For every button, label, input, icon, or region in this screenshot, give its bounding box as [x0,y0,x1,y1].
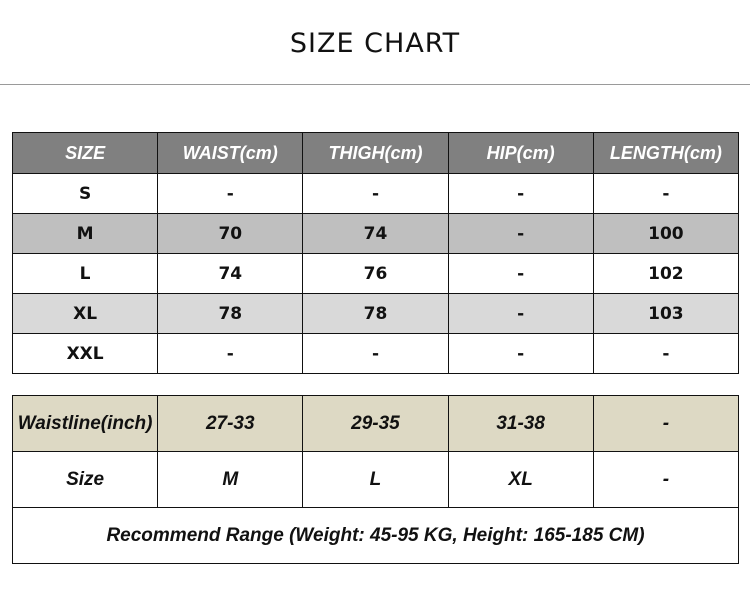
table-cell: 78 [157,293,304,334]
header-cell: HIP(cm) [447,132,594,174]
table-row: L 74 76-102 [11,253,740,294]
table-row: Waistline(inch) 27-33 29-35 31-38 - [11,395,740,452]
table-cell: - [157,173,304,214]
table-cell: - [447,293,594,334]
header-cell: SIZE [11,132,159,174]
page-title: SIZE CHART [289,28,461,59]
table-cell: L [302,451,449,508]
divider [0,84,750,85]
table-cell: M [157,451,304,508]
table-row: XXL - - - - [11,333,740,374]
table-cell: 76 [302,253,449,294]
table-cell: - [592,451,740,508]
table-cell: L [11,253,159,294]
table-cell: XL [11,293,159,334]
table-cell: 74 [302,213,449,254]
table-row: Size M L XL - [11,451,740,508]
table-cell: - [302,333,449,374]
table-cell: - [447,173,594,214]
table-cell: - [592,395,740,452]
header-cell: LENGTH(cm) [592,132,740,174]
table-cell: XXL [11,333,159,374]
table-row: S---- [11,173,740,214]
table-cell: S [11,173,159,214]
table-cell: - [447,213,594,254]
table-cell: 74 [157,253,304,294]
table-row: M 70 74-100 [11,213,740,254]
table-cell: 31-38 [447,395,594,452]
table-cell: 103 [592,293,740,334]
waistline-table: Waistline(inch) 27-33 29-35 31-38 - Size… [11,395,740,564]
note-row: Recommend Range (Weight: 45-95 KG, Heigh… [12,507,739,564]
table-cell: 70 [157,213,304,254]
table-cell: 100 [592,213,740,254]
table-cell: 102 [592,253,740,294]
table-cell: - [302,173,449,214]
table-cell: - [592,173,740,214]
recommend-range-note: Recommend Range (Weight: 45-95 KG, Heigh… [12,507,739,564]
table-cell: Size [11,451,159,508]
table-cell: - [447,333,594,374]
table-cell: 29-35 [302,395,449,452]
size-table: SIZE WAIST(cm) THIGH(cm) HIP(cm) LENGTH(… [11,132,740,374]
table-cell: XL [447,451,594,508]
header-cell: WAIST(cm) [157,132,304,174]
table-row: XL 78 78-103 [11,293,740,334]
table-cell: - [157,333,304,374]
table-cell: 78 [302,293,449,334]
table-cell: M [11,213,159,254]
table-cell: - [447,253,594,294]
table-cell: - [592,333,740,374]
table-cell: Waistline(inch) [11,395,159,452]
table-cell: 27-33 [157,395,304,452]
header-cell: THIGH(cm) [302,132,449,174]
table-header-row: SIZE WAIST(cm) THIGH(cm) HIP(cm) LENGTH(… [11,132,740,174]
